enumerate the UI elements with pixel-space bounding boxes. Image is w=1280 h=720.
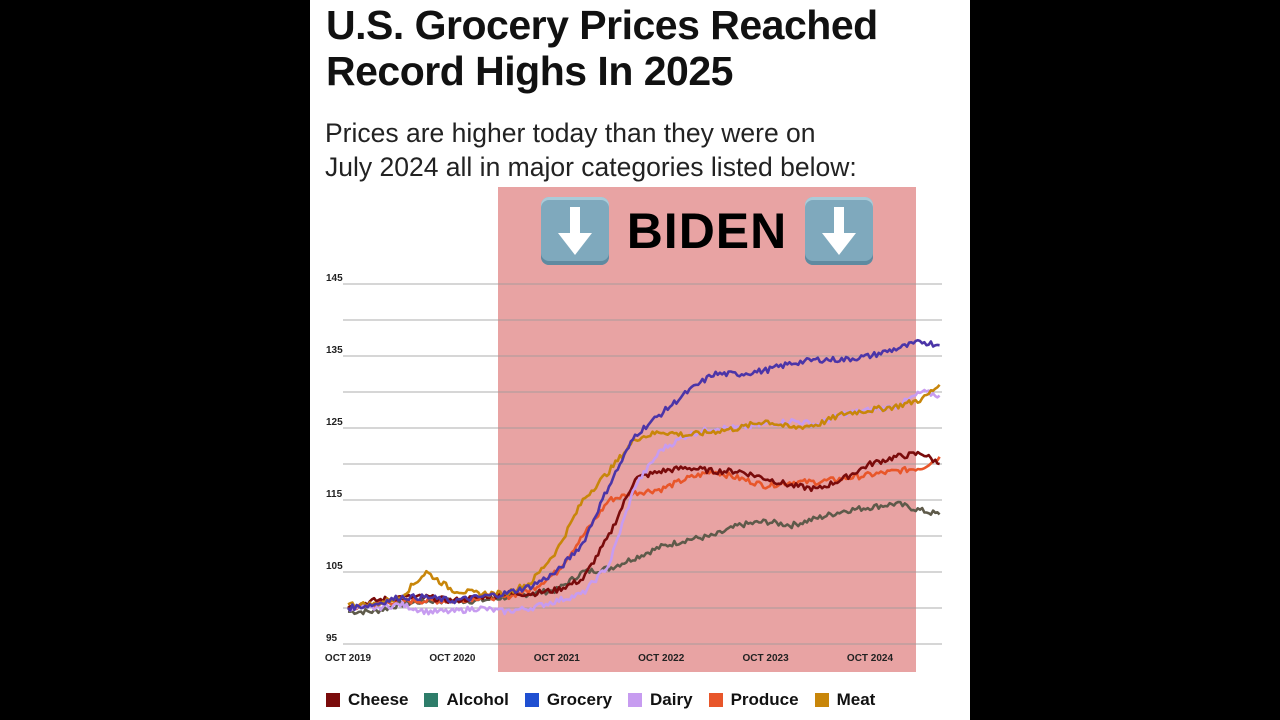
legend-swatch: [326, 693, 340, 707]
legend-label: Produce: [730, 690, 799, 709]
chart-panel: U.S. Grocery Prices Reached Record Highs…: [310, 0, 970, 720]
banner-text: BIDEN: [626, 203, 788, 259]
legend-label: Alcohol: [446, 690, 509, 709]
legend-item-grocery: Grocery: [524, 690, 613, 710]
legend-label: Meat: [836, 690, 876, 709]
legend-label: Dairy: [650, 690, 693, 709]
x-tick-label: OCT 2023: [743, 653, 790, 664]
x-tick-label: OCT 2019: [325, 653, 372, 664]
y-tick-label: 145: [326, 273, 343, 284]
chart-subtitle: Prices are higher today than they were o…: [325, 118, 857, 182]
y-tick-label: 135: [326, 345, 343, 356]
x-tick-label: OCT 2020: [429, 653, 476, 664]
down-arrow-emoji-icon: [540, 197, 609, 265]
series-line-cheese: [347, 450, 940, 611]
legend-label: Grocery: [546, 690, 613, 709]
legend-swatch: [424, 693, 439, 707]
legend-swatch: [628, 693, 643, 707]
series-line-grocery: [347, 338, 940, 612]
line-chart: 95 105 115 125 135 145 OCT 2019 OCT 2020 OCT 202…: [325, 273, 942, 664]
x-tick-label: OCT 2022: [638, 653, 685, 664]
legend-swatch: [814, 693, 829, 707]
legend-item-dairy: Dairy: [628, 690, 693, 710]
y-tick-label: 105: [326, 561, 343, 572]
series-line-produce: [347, 456, 941, 611]
down-arrow-emoji-icon: [805, 197, 874, 265]
legend-label: Cheese: [348, 690, 409, 709]
y-tick-label: 115: [326, 489, 343, 500]
x-tick-label: OCT 2024: [847, 653, 894, 664]
legend-item-meat: Meat: [814, 690, 876, 710]
biden-banner: BIDEN: [498, 195, 916, 267]
y-tick-label: 125: [326, 417, 343, 428]
series-line-meat: [347, 383, 941, 609]
x-tick-label: OCT 2021: [534, 653, 581, 664]
chart-title: U.S. Grocery Prices Reached Record Highs…: [326, 2, 878, 94]
legend: Cheese Alcohol Grocery Dairy Produce Meat: [326, 690, 875, 710]
legend-swatch: [708, 693, 723, 707]
legend-item-produce: Produce: [708, 690, 799, 710]
legend-item-alcohol: Alcohol: [424, 690, 509, 710]
y-tick-label: 95: [326, 633, 338, 644]
legend-swatch: [524, 693, 539, 707]
legend-item-cheese: Cheese: [326, 690, 408, 710]
